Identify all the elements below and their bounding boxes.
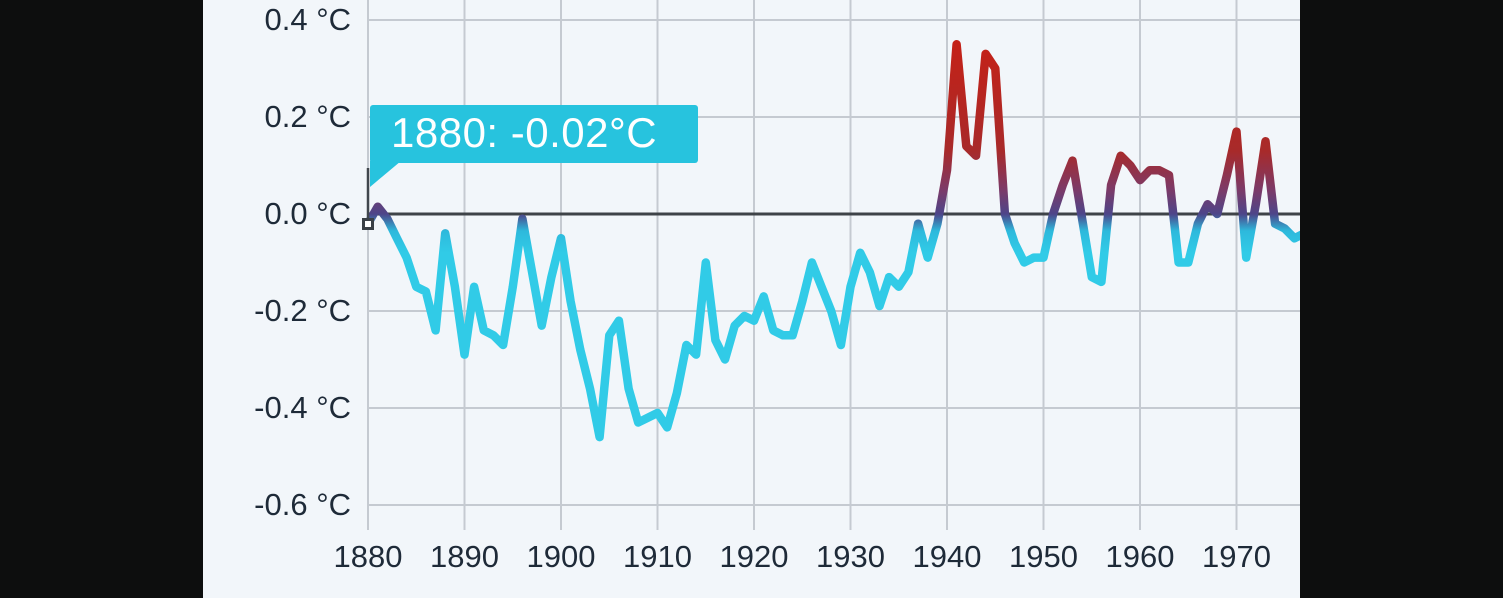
letterbox-left-bar: [0, 0, 203, 598]
tooltip-text: 1880: -0.02°C: [391, 109, 658, 156]
chart-canvas: 0.4 °C 0.2 °C 0.0 °C -0.2 °C -0.4 °C -0.6 °C …: [203, 0, 1300, 598]
x-axis-tick-label: 1930: [816, 539, 885, 574]
plot-area[interactable]: [203, 0, 1300, 598]
selected-data-point-marker[interactable]: [362, 217, 374, 230]
horizontal-gridlines: [368, 19, 1300, 506]
x-axis-tick-label: 1890: [430, 539, 499, 574]
y-axis-tick-label: -0.6 °C: [254, 487, 351, 522]
x-axis-tick-label: 1880: [333, 539, 403, 574]
x-axis-tick-label: 1920: [719, 539, 789, 574]
x-axis-tick-label: 1950: [1009, 539, 1078, 574]
x-axis-tick-label: 1900: [526, 539, 596, 574]
y-axis-tick-label: -0.2 °C: [254, 293, 351, 328]
x-axis-tick-label: 1910: [623, 539, 692, 574]
y-axis-tick-label: 0.4 °C: [264, 2, 352, 37]
temperature-anomaly-line[interactable]: [363, 40, 1300, 442]
y-axis-tick-label: 0.2 °C: [264, 99, 352, 134]
tooltip: 1880: -0.02°C: [370, 105, 698, 163]
letterbox-right-bar: [1300, 0, 1503, 598]
y-axis-tick-label: 0.0 °C: [264, 196, 352, 231]
y-axis-tick-label: -0.4 °C: [254, 390, 351, 425]
x-axis-tick-label: 1940: [912, 539, 982, 574]
tooltip-pointer: [370, 161, 401, 187]
vertical-gridlines: [367, 0, 1238, 530]
x-axis-tick-label: 1960: [1105, 539, 1175, 574]
x-axis-tick-label: 1970: [1202, 539, 1271, 574]
